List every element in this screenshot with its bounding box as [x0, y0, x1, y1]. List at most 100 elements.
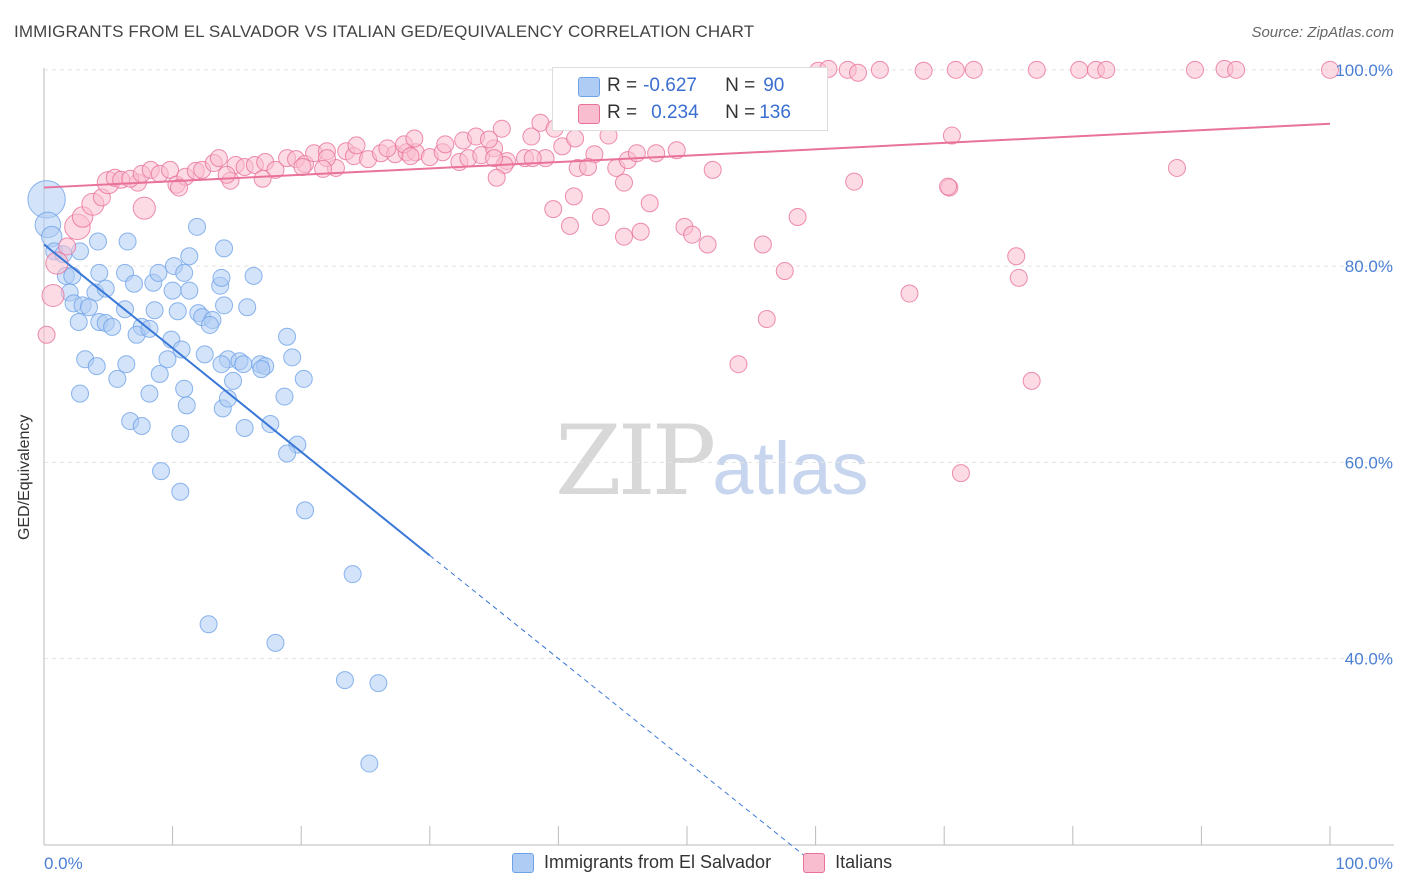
data-point-el-salvador — [180, 281, 199, 300]
data-point-el-salvador — [168, 302, 187, 321]
data-point-italians — [849, 63, 868, 82]
data-point-el-salvador — [80, 298, 99, 317]
watermark: ZIPatlas — [555, 405, 869, 517]
n-label: N = — [725, 75, 756, 96]
legend-label-el-salvador: Immigrants from El Salvador — [544, 852, 772, 872]
data-point-el-salvador — [335, 671, 354, 690]
data-point-el-salvador — [149, 263, 168, 282]
data-point-italians — [614, 227, 633, 246]
legend-swatch-el-salvador — [512, 852, 534, 873]
data-point-italians — [1027, 60, 1046, 79]
data-point-el-salvador — [199, 615, 218, 634]
data-point-el-salvador — [163, 281, 182, 300]
data-point-el-salvador — [175, 379, 194, 398]
data-point-el-salvador — [90, 263, 109, 282]
data-point-el-salvador — [278, 327, 297, 346]
data-point-el-salvador — [235, 418, 254, 437]
data-point-italians — [170, 178, 189, 197]
tick-labels: 40.0% 60.0% 80.0% 100.0% 0.0% 100.0% — [44, 61, 1393, 873]
data-point-italians — [566, 129, 585, 148]
data-point-el-salvador — [103, 317, 122, 336]
data-point-italians — [640, 194, 659, 213]
data-point-el-salvador — [132, 417, 151, 436]
series-italians — [37, 59, 1339, 483]
legend-label-italians: Italians — [835, 852, 893, 872]
data-point-el-salvador — [296, 501, 315, 520]
data-point-italians — [436, 135, 455, 154]
data-point-italians — [900, 284, 919, 303]
data-point-el-salvador — [89, 232, 108, 251]
n-label: N = — [725, 102, 756, 123]
data-point-el-salvador — [188, 217, 207, 236]
data-point-italians — [942, 126, 961, 145]
data-point-italians — [564, 187, 583, 206]
data-point-italians — [964, 60, 983, 79]
data-point-el-salvador — [63, 266, 82, 285]
data-point-el-salvador — [278, 444, 297, 463]
data-point-italians — [631, 222, 650, 241]
data-point-el-salvador — [152, 462, 171, 481]
data-point-italians — [1097, 60, 1116, 79]
stats-row-el-salvador: R = -0.627 N = 90 — [578, 74, 785, 98]
data-point-italians — [1007, 247, 1026, 266]
data-point-italians — [914, 61, 933, 80]
data-point-el-salvador — [117, 355, 136, 374]
x-tick-label: 100.0% — [1335, 854, 1393, 873]
data-point-italians — [703, 160, 722, 179]
trend-line-el-salvador-extension — [429, 555, 816, 866]
source-label: Source: ZipAtlas.com — [1251, 24, 1394, 41]
data-point-italians — [788, 208, 807, 226]
data-point-italians — [58, 237, 77, 256]
data-point-italians — [266, 160, 285, 179]
data-point-italians — [683, 225, 702, 244]
data-point-el-salvador — [294, 369, 313, 388]
data-point-italians — [132, 196, 156, 220]
data-point-italians — [647, 144, 666, 163]
data-point-el-salvador — [118, 232, 137, 251]
stats-swatch-pink — [578, 104, 600, 124]
data-point-italians — [217, 165, 236, 184]
data-point-el-salvador — [275, 387, 294, 406]
data-point-italians — [347, 136, 366, 155]
data-point-el-salvador — [283, 348, 302, 367]
data-point-italians — [492, 119, 511, 138]
trend-line-italians — [43, 122, 1331, 189]
trend-line-el-salvador — [43, 243, 431, 557]
data-point-el-salvador — [360, 754, 379, 773]
data-point-italians — [544, 200, 563, 219]
data-point-el-salvador — [266, 633, 285, 652]
data-point-italians — [845, 172, 864, 191]
data-point-el-salvador — [369, 674, 388, 693]
data-point-italians — [1070, 60, 1089, 79]
stats-swatch-blue — [578, 77, 600, 97]
data-point-el-salvador — [238, 298, 257, 317]
n-value: 90 — [763, 75, 785, 96]
data-point-italians — [591, 208, 610, 226]
data-point-italians — [757, 310, 776, 329]
data-point-italians — [578, 157, 597, 176]
data-point-el-salvador — [125, 274, 144, 293]
data-point-italians — [667, 141, 686, 160]
data-point-el-salvador — [195, 345, 214, 364]
n-value: 136 — [759, 102, 791, 123]
data-point-italians — [479, 130, 498, 149]
stats-legend: R = -0.627 N = 90 R = 0.234 N = 136 — [552, 67, 828, 131]
axes — [43, 68, 1394, 846]
r-value: -0.627 — [643, 75, 697, 96]
data-point-el-salvador — [69, 312, 88, 331]
data-point-italians — [209, 149, 228, 168]
stats-row-italians: R = 0.234 N = 136 — [578, 101, 791, 125]
data-point-el-salvador — [150, 365, 169, 383]
data-point-italians — [729, 355, 748, 374]
data-point-italians — [1227, 60, 1246, 79]
data-point-el-salvador — [71, 384, 90, 403]
data-point-el-salvador — [145, 301, 164, 320]
data-point-italians — [1185, 60, 1204, 79]
data-point-italians — [614, 173, 633, 192]
legend-swatch-italians — [803, 852, 826, 873]
data-point-italians — [698, 235, 717, 254]
data-point-italians — [253, 169, 272, 188]
watermark-zip: ZIP — [555, 405, 716, 517]
data-point-el-salvador — [224, 371, 243, 390]
